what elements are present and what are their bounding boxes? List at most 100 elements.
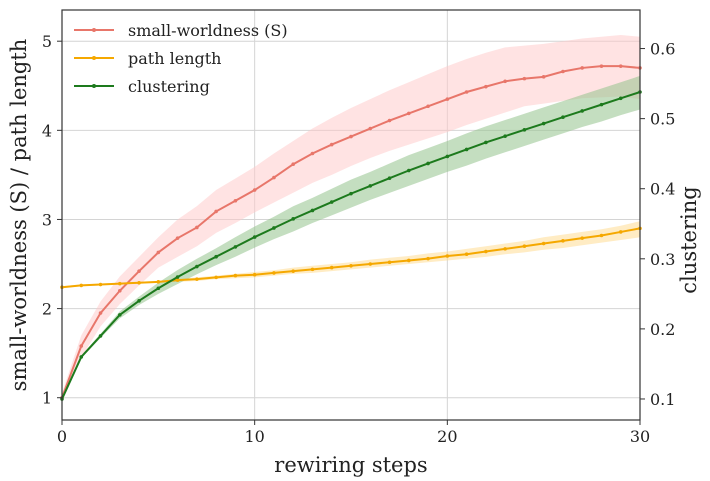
data-point — [618, 64, 623, 68]
data-point — [156, 250, 161, 255]
data-point — [252, 272, 257, 277]
y-right-tick-label: 0.2 — [650, 320, 675, 339]
y-right-tick-label: 0.4 — [650, 180, 675, 199]
legend: small-worldness (S) path length clustering — [74, 21, 288, 96]
data-point — [445, 97, 450, 101]
legend-label: small-worldness (S) — [128, 21, 288, 40]
data-point — [464, 147, 469, 152]
y-right-tick-label: 0.1 — [650, 390, 675, 409]
data-point — [118, 288, 122, 293]
data-point — [580, 236, 584, 240]
data-point — [329, 142, 334, 147]
y-left-tick-label: 3 — [42, 210, 52, 229]
data-point — [407, 168, 411, 173]
data-point — [98, 282, 103, 287]
legend-marker — [92, 56, 96, 60]
y-axis-right-label: clustering — [677, 186, 701, 293]
data-point — [599, 64, 604, 68]
data-point — [349, 264, 353, 268]
data-point — [252, 235, 257, 239]
data-point — [291, 269, 296, 273]
data-point — [522, 244, 527, 248]
data-point — [233, 245, 238, 249]
data-point — [561, 239, 565, 243]
data-point — [522, 76, 527, 81]
data-point — [445, 254, 450, 258]
x-axis-label: rewiring steps — [274, 453, 427, 477]
data-point — [233, 273, 238, 278]
legend-label: clustering — [128, 77, 210, 96]
x-tick-label: 10 — [244, 427, 264, 446]
data-point — [599, 102, 604, 107]
data-point — [214, 209, 218, 214]
legend-marker — [92, 28, 96, 32]
data-point — [137, 280, 141, 285]
data-point — [618, 230, 623, 234]
x-tick-label: 30 — [630, 427, 650, 446]
data-point — [426, 161, 430, 166]
legend-item: path length — [74, 49, 221, 68]
data-point — [175, 236, 180, 240]
data-point — [368, 184, 373, 188]
data-point — [272, 175, 276, 180]
y-axis-left-label: small-worldness (S) / path length — [7, 39, 31, 392]
legend-marker — [92, 84, 96, 88]
plot-frame — [61, 9, 641, 421]
data-point — [580, 109, 584, 113]
data-point — [118, 281, 122, 286]
data-point — [118, 313, 122, 317]
data-point — [195, 277, 199, 281]
x-tick-label: 0 — [57, 427, 67, 446]
y-right-tick-label: 0.6 — [650, 40, 675, 59]
data-point — [599, 233, 604, 238]
data-point — [310, 151, 315, 156]
tick-labels: 0 10 20 30 1 2 3 4 5 0.1 0.2 0.3 0.4 0.5 0.6 — [42, 32, 676, 446]
data-point — [484, 249, 488, 254]
data-point — [310, 267, 315, 272]
band-2 — [62, 75, 640, 400]
data-point — [407, 111, 411, 116]
data-point — [541, 75, 546, 79]
data-point — [98, 334, 103, 338]
legend-item: small-worldness (S) — [74, 21, 288, 40]
data-point — [484, 84, 488, 89]
plot-border — [61, 9, 641, 421]
data-point — [310, 208, 315, 213]
data-point — [79, 344, 84, 348]
y-left-tick-label: 5 — [42, 32, 52, 51]
data-point — [541, 241, 546, 246]
data-point — [522, 128, 527, 132]
data-point — [79, 283, 84, 288]
y-left-tick-label: 4 — [42, 121, 52, 140]
data-point — [541, 121, 546, 126]
data-point — [156, 280, 161, 284]
data-point — [503, 79, 507, 84]
data-point — [137, 269, 141, 273]
data-point — [368, 126, 373, 131]
data-point — [98, 311, 103, 315]
data-point — [561, 115, 565, 120]
legend-item: clustering — [74, 77, 210, 96]
data-point — [618, 96, 623, 101]
data-point — [175, 275, 180, 279]
data-point — [214, 254, 218, 259]
data-point — [445, 154, 450, 159]
series-lines — [60, 64, 642, 401]
data-point — [195, 225, 199, 230]
data-point — [79, 355, 84, 359]
data-point — [137, 299, 141, 303]
data-point — [349, 191, 353, 196]
data-point — [484, 140, 488, 145]
data-point — [426, 256, 430, 261]
data-point — [503, 247, 507, 251]
data-point — [349, 134, 353, 139]
confidence-bands — [62, 34, 640, 403]
y-left-tick-label: 1 — [42, 389, 52, 408]
data-point — [175, 278, 180, 282]
data-point — [272, 271, 276, 275]
data-point — [387, 260, 392, 265]
data-point — [503, 134, 507, 138]
data-point — [426, 104, 430, 109]
data-point — [464, 252, 469, 257]
